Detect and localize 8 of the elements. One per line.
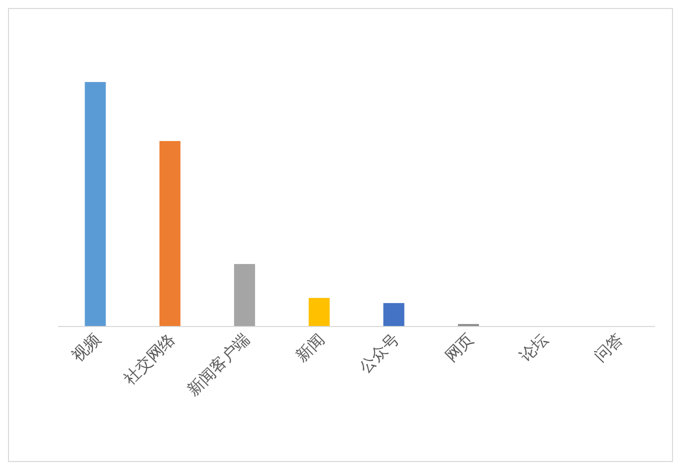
x-tick-label: 公众号: [356, 330, 403, 377]
x-tick-label: 社交网络: [120, 330, 179, 388]
x-tick-label: 网页: [442, 330, 478, 366]
x-tick-label: 论坛: [517, 330, 552, 366]
x-tick-label: 新闻客户端: [184, 330, 254, 400]
x-tick-label: 新闻: [292, 330, 328, 366]
x-tick-label: 问答: [591, 330, 627, 366]
x-tick-label: 视频: [68, 330, 104, 366]
